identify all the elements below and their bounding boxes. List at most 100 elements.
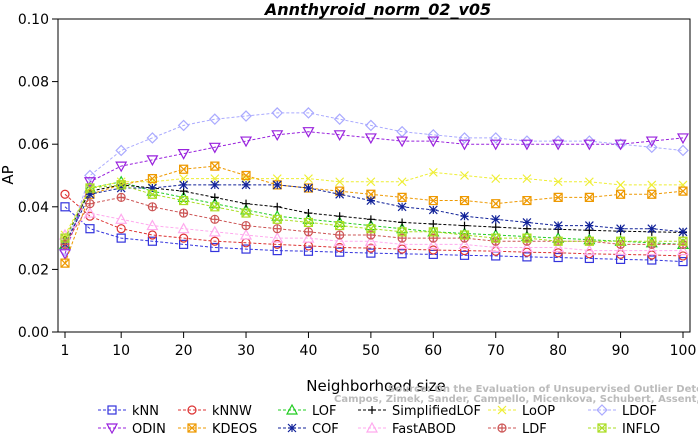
data-point: [241, 170, 251, 181]
x-axis-label: Neighborhood size: [306, 377, 445, 395]
watermark-line-2: Campos, Zimek, Sander, Campello, Micenko…: [334, 394, 698, 405]
legend-item-lof: LOF: [278, 403, 337, 419]
data-point: [115, 161, 128, 173]
data-point: [147, 177, 157, 187]
data-point: [553, 236, 563, 246]
data-point: [615, 254, 626, 264]
data-point: [179, 233, 189, 243]
legend-item-loop: LoOP: [488, 404, 555, 419]
data-point: [335, 212, 344, 221]
data-point: [241, 208, 251, 218]
data-point: [83, 206, 96, 218]
data-point: [335, 177, 345, 187]
data-point: [583, 244, 596, 256]
data-point: [552, 135, 565, 147]
legend-item-cof: COF: [278, 422, 339, 434]
legend-item-ldf: LDF: [488, 422, 547, 434]
data-point: [179, 239, 189, 249]
data-point: [60, 258, 70, 268]
data-point: [491, 214, 501, 224]
data-point: [397, 249, 407, 259]
data-point: [304, 183, 313, 193]
data-point: [210, 193, 219, 202]
data-point: [366, 215, 375, 224]
legend-marker: [497, 423, 507, 433]
legend-label: LOF: [312, 404, 337, 419]
legend-marker: [285, 403, 299, 415]
data-point: [647, 224, 657, 234]
data-point: [616, 180, 626, 190]
data-point: [428, 227, 438, 237]
data-point: [553, 221, 563, 231]
data-point: [177, 148, 190, 160]
y-tick-label: 0.02: [18, 262, 49, 278]
plot-frame: [57, 18, 691, 333]
data-point: [208, 142, 221, 154]
data-point: [177, 119, 190, 132]
x-axis: 1 10 20 30 40 50 60 70 80 90 100: [61, 332, 696, 359]
x-tick-label: 20: [175, 343, 193, 359]
data-point: [271, 130, 284, 142]
data-point: [272, 214, 282, 224]
data-point: [645, 244, 658, 256]
series-knn: [60, 202, 688, 267]
data-point: [460, 221, 469, 230]
data-point: [460, 171, 469, 180]
data-point: [240, 136, 253, 148]
data-point: [489, 139, 502, 151]
data-point: [584, 177, 594, 187]
data-point: [459, 246, 470, 256]
data-point: [583, 135, 596, 147]
data-point: [335, 242, 345, 253]
data-point: [210, 180, 220, 190]
data-point: [303, 246, 314, 256]
data-point: [428, 205, 438, 215]
data-point: [489, 132, 502, 144]
data-point: [59, 244, 71, 257]
data-point: [272, 180, 282, 190]
data-point: [489, 241, 502, 253]
data-point: [521, 135, 533, 147]
data-point: [304, 209, 313, 218]
data-point: [85, 183, 95, 193]
data-point: [397, 244, 407, 254]
data-point: [146, 132, 159, 144]
x-tick-label: 70: [487, 343, 505, 359]
data-point: [85, 189, 95, 199]
data-point: [333, 234, 346, 246]
data-point: [60, 189, 70, 199]
data-point: [303, 227, 314, 237]
data-point: [615, 236, 626, 246]
series-line: [64, 206, 684, 263]
data-point: [177, 222, 190, 234]
legend-marker: [287, 423, 297, 433]
y-tick-label: 0.08: [18, 75, 49, 91]
legend-item-simplifiedlof: SimplifiedLOF: [358, 404, 481, 419]
data-point: [60, 202, 70, 212]
data-point: [429, 220, 438, 229]
data-point: [335, 189, 345, 199]
data-point: [147, 174, 157, 184]
data-point: [583, 139, 596, 151]
data-point: [458, 238, 471, 249]
data-point: [366, 177, 376, 187]
data-point: [364, 234, 377, 246]
data-point: [645, 141, 658, 154]
data-point: [116, 192, 126, 202]
data-point: [520, 139, 533, 151]
x-tick-label: 80: [549, 343, 567, 359]
data-point: [116, 233, 126, 243]
data-point: [240, 228, 253, 240]
data-point: [491, 174, 501, 184]
data-point: [241, 180, 251, 190]
legend-item-fastabod: FastABOD: [358, 421, 456, 434]
legend-label: LDF: [522, 422, 547, 434]
data-point: [116, 177, 126, 187]
data-point: [366, 248, 376, 258]
legend-marker: [368, 406, 376, 414]
data-point: [179, 174, 189, 184]
data-point: [553, 192, 563, 203]
data-point: [522, 174, 532, 184]
data-point: [396, 238, 409, 249]
data-point: [427, 136, 440, 148]
